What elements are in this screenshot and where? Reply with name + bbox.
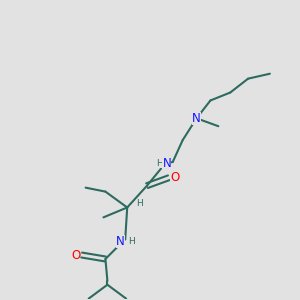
Text: O: O	[71, 248, 80, 262]
Text: H: H	[157, 159, 163, 168]
Text: N: N	[116, 235, 125, 248]
Text: N: N	[192, 112, 201, 125]
Text: N: N	[163, 158, 171, 170]
Text: H: H	[136, 199, 142, 208]
Text: H: H	[128, 237, 135, 246]
Text: O: O	[170, 171, 179, 184]
